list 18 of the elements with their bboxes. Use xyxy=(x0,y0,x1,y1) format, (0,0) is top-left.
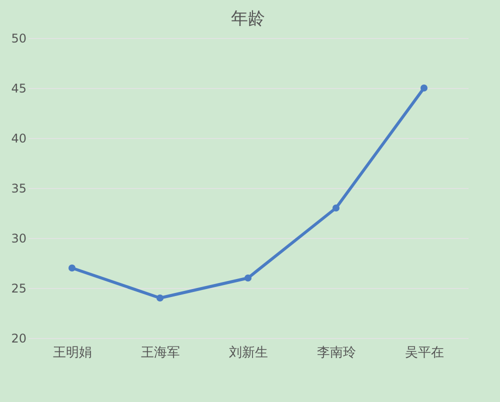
y-tick-label: 30 xyxy=(11,232,26,246)
x-tick-label: 王明娟 xyxy=(53,346,92,360)
chart-title: 年龄 xyxy=(231,9,265,29)
y-tick-label: 20 xyxy=(11,332,26,346)
y-tick-label: 35 xyxy=(11,182,26,196)
point xyxy=(244,274,252,282)
x-tick-label: 吴平在 xyxy=(405,346,444,360)
x-tick-label: 李南玲 xyxy=(317,346,356,360)
x-tick-label: 刘新生 xyxy=(229,346,268,360)
point xyxy=(156,294,164,302)
y-tick-label: 50 xyxy=(11,32,26,46)
x-tick-label: 王海军 xyxy=(141,346,180,360)
y-tick-label: 45 xyxy=(11,82,26,96)
point xyxy=(332,204,340,212)
y-tick-label: 40 xyxy=(11,132,26,146)
point xyxy=(68,264,76,272)
y-tick-label: 25 xyxy=(11,282,26,296)
point xyxy=(420,84,428,92)
